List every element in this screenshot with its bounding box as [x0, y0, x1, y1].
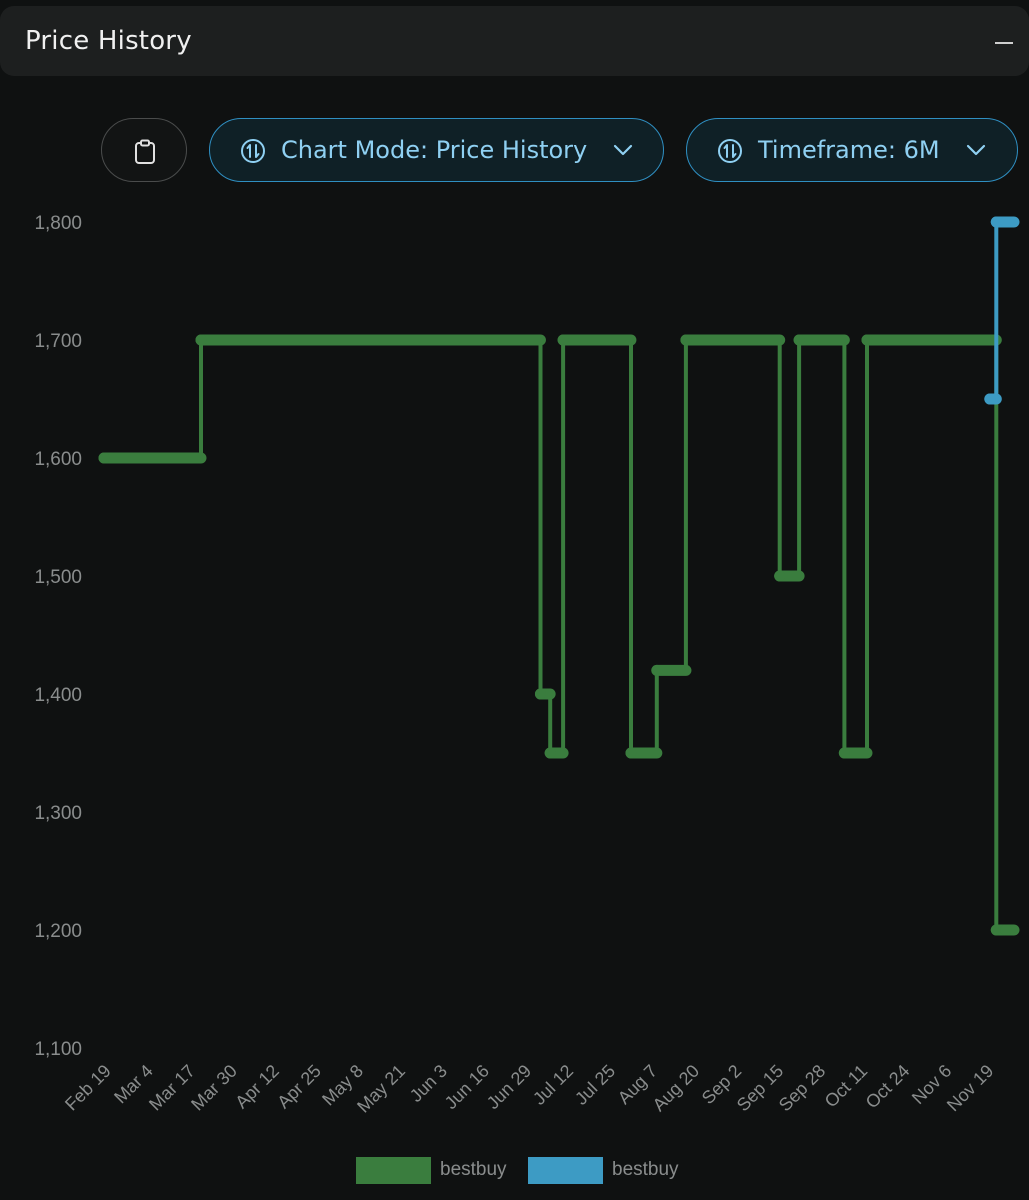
chart-mode-dropdown[interactable]: Chart Mode: Price History: [209, 118, 664, 182]
legend-label: bestbuy: [612, 1159, 679, 1180]
data-point: [793, 334, 805, 346]
copy-button[interactable]: [101, 118, 187, 182]
data-point: [990, 216, 1002, 228]
data-point: [680, 334, 692, 346]
x-tick-label: Sep 15: [733, 1061, 787, 1115]
legend-swatch: [356, 1157, 431, 1184]
legend-label: bestbuy: [440, 1159, 507, 1180]
data-point: [557, 334, 569, 346]
x-tick-label: Jun 29: [483, 1061, 535, 1113]
timeframe-dropdown[interactable]: Timeframe: 6M: [686, 118, 1018, 182]
x-tick-label: Apr 25: [273, 1061, 325, 1113]
chart-mode-label: Chart Mode: Price History: [281, 136, 588, 164]
data-point: [1000, 216, 1012, 228]
x-tick-label: Aug 20: [649, 1061, 703, 1115]
y-tick-label: 1,500: [34, 567, 82, 588]
legend-swatch: [528, 1157, 603, 1184]
x-tick-label: Jul 12: [529, 1061, 577, 1109]
data-point: [625, 747, 637, 759]
data-point: [838, 747, 850, 759]
y-tick-label: 1,800: [34, 213, 82, 234]
data-point: [984, 393, 996, 405]
page-title: Price History: [25, 26, 192, 56]
y-tick-label: 1,600: [34, 449, 82, 470]
price-history-chart: 1,100 1,200 1,300 1,400 1,500 1,600 1,700 1,800…: [34, 213, 1020, 1117]
collapse-icon[interactable]: [995, 42, 1013, 44]
x-tick-label: Sep 28: [775, 1061, 829, 1115]
y-tick-label: 1,700: [34, 331, 82, 352]
y-tick-label: 1,400: [34, 685, 82, 706]
y-tick-label: 1,100: [34, 1039, 82, 1060]
data-point: [774, 570, 786, 582]
switch-arrows-icon: [241, 139, 265, 163]
data-point: [195, 334, 207, 346]
chevron-down-icon: [613, 144, 633, 156]
x-tick-label: Apr 12: [231, 1061, 283, 1113]
y-tick-label: 1,300: [34, 803, 82, 824]
x-tick-label: Oct 24: [862, 1061, 914, 1113]
x-tick-label: Jun 16: [441, 1061, 493, 1113]
x-tick-label: Feb 19: [61, 1061, 115, 1115]
data-point: [544, 747, 556, 759]
x-tick-label: Oct 11: [821, 1061, 872, 1112]
chart-controls: Chart Mode: Price History Timeframe: 6M: [0, 118, 1029, 184]
series-line-1: [102, 338, 1008, 932]
switch-arrows-icon: [718, 139, 742, 163]
x-tick-label: Jul 25: [571, 1061, 619, 1109]
data-point: [534, 688, 546, 700]
chart-legend: bestbuy bestbuy: [0, 1157, 1029, 1185]
x-tick-label: Mar 17: [145, 1061, 199, 1115]
data-point: [98, 452, 110, 464]
data-point: [861, 334, 873, 346]
clipboard-icon: [135, 139, 155, 164]
x-tick-label: Nov 19: [943, 1061, 997, 1115]
data-point: [990, 924, 1002, 936]
chevron-down-icon: [966, 144, 986, 156]
y-tick-label: 1,200: [34, 921, 82, 942]
data-point: [1000, 924, 1012, 936]
series-line-2: [987, 220, 1008, 401]
x-tick-label: May 21: [353, 1061, 409, 1117]
panel-header: Price History: [0, 6, 1029, 76]
timeframe-label: Timeframe: 6M: [758, 136, 940, 164]
x-tick-label: Mar 30: [187, 1061, 241, 1115]
data-point: [651, 664, 663, 676]
